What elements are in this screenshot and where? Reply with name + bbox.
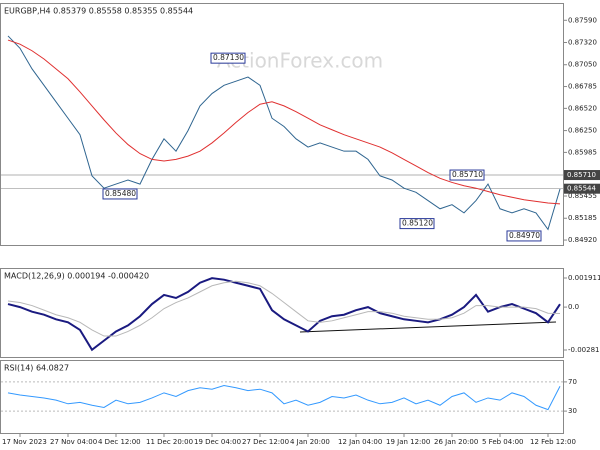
x-tick-label: 12 Feb 12:00 <box>530 438 576 446</box>
annotation-box <box>210 52 246 64</box>
macd-frame <box>0 268 564 358</box>
annotation-label: 0.85710 <box>452 170 483 179</box>
annotation-label: 0.85120 <box>402 219 433 228</box>
x-tick-label: 11 Dec 20:00 <box>146 438 193 446</box>
series-line <box>7 280 561 337</box>
x-tick-label: 4 Dec 12:00 <box>98 438 141 446</box>
price-frame <box>0 3 564 246</box>
level-label: 0.85544 <box>567 185 596 193</box>
panel-title: EURGBP,H4 0.85379 0.85558 0.85355 0.8554… <box>4 7 193 16</box>
y-tick-label: 0.85985 <box>568 148 597 156</box>
y-tick-label: 0.86520 <box>568 104 597 112</box>
x-tick-label: 5 Feb 04:00 <box>482 438 523 446</box>
x-tick-label: 17 Nov 2023 <box>2 438 47 446</box>
y-tick-label: 0.85455 <box>568 192 597 200</box>
x-tick-label: 26 Jan 20:00 <box>434 438 478 446</box>
x-tick-label: 12 Jan 04:00 <box>338 438 382 446</box>
y-tick-label: 30 <box>568 407 577 415</box>
level-box <box>564 170 600 181</box>
y-tick-label: 0.87050 <box>568 61 597 69</box>
annotation-box <box>399 218 435 230</box>
y-tick-label: 0.86250 <box>568 127 597 135</box>
annotation-label: 0.87130 <box>213 53 244 62</box>
y-tick-label: 0.84920 <box>568 236 597 244</box>
x-tick-label: 19 Jan 12:00 <box>386 438 430 446</box>
series-line <box>7 35 561 231</box>
annotation-box <box>449 169 485 181</box>
annotation-label: 0.85480 <box>105 189 136 198</box>
y-tick-label: -0.002816 <box>568 346 600 354</box>
annotation-label: 0.84970 <box>509 231 540 240</box>
level-box <box>564 183 600 194</box>
y-tick-label: 0.86785 <box>568 83 597 91</box>
series-line <box>7 39 561 205</box>
level-label: 0.85710 <box>567 171 596 179</box>
x-tick-label: 4 Jan 20:00 <box>290 438 330 446</box>
y-tick-label: 0.0 <box>568 303 579 311</box>
panel-title: MACD(12,26,9) 0.000194 -0.000420 <box>4 272 149 281</box>
y-tick-label: 70 <box>568 378 577 386</box>
trendline <box>299 321 557 333</box>
x-tick-label: 19 Dec 04:00 <box>194 438 241 446</box>
x-tick-label: 27 Nov 04:00 <box>50 438 97 446</box>
series-line <box>7 385 561 411</box>
rsi-frame <box>0 360 564 434</box>
series-line <box>7 277 561 352</box>
y-tick-label: 0.87320 <box>568 39 597 47</box>
panel-title: RSI(14) 64.0827 <box>4 364 69 373</box>
y-tick-label: 0.85185 <box>568 214 597 222</box>
annotation-box <box>506 230 542 242</box>
x-tick-label: 27 Dec 12:00 <box>242 438 289 446</box>
annotation-box <box>102 188 138 200</box>
y-tick-label: 0.001911 <box>568 274 600 282</box>
y-tick-label: 0.87590 <box>568 16 597 24</box>
